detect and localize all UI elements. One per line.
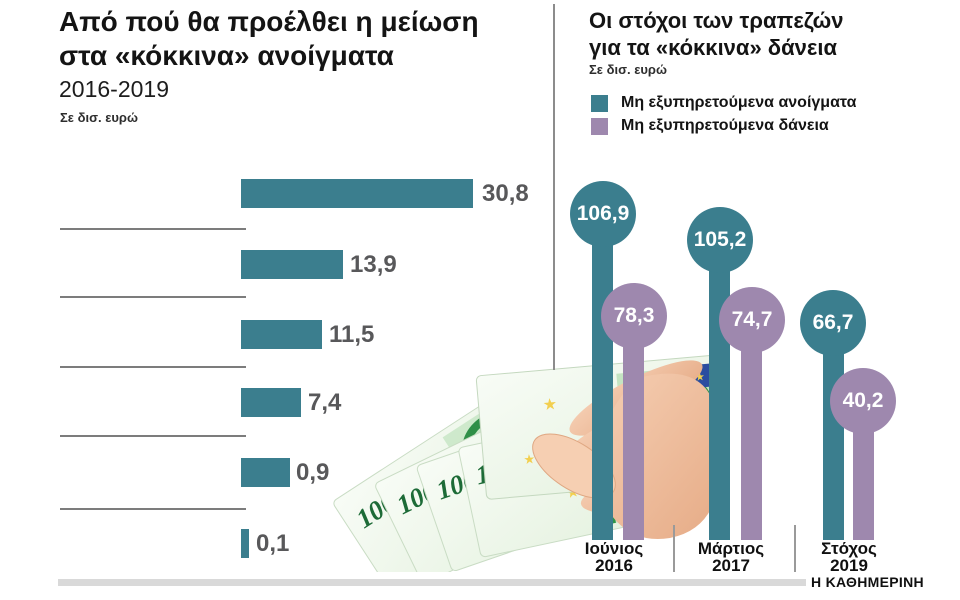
lollipop-bubble: 105,2 [687, 207, 753, 273]
lollipop-bubble: 78,3 [601, 283, 667, 349]
bubble-value: 78,3 [613, 304, 655, 327]
lollipop-bubble: 74,7 [719, 287, 785, 353]
left-chart-title-line2: στα «κόκκινα» ανοίγματα [59, 40, 394, 71]
legend-swatch-teal [591, 94, 608, 112]
left-chart-unit: Σε δισ. ευρώ [60, 110, 138, 125]
legend-item-exposures: Μη εξυπηρετούμενα ανοίγματα [591, 94, 856, 112]
section-divider [553, 4, 555, 370]
bar [241, 250, 343, 279]
lollipop-bubble: 40,2 [830, 368, 896, 434]
left-chart-title: Από πού θα προέλθει η μείωση στα «κόκκιν… [59, 5, 479, 73]
bar-value: 0,1 [256, 529, 290, 557]
lollipop-stem [853, 401, 874, 540]
bar [241, 458, 290, 487]
right-chart-unit: Σε δισ. ευρώ [589, 62, 667, 77]
axis-tick [673, 525, 675, 572]
svg-text:★: ★ [542, 396, 558, 414]
bar [241, 529, 249, 558]
bar-row: Λοιπές ενέργειες 0,9 [0, 458, 600, 487]
lollipop-bubble: 106,9 [570, 181, 636, 247]
right-chart-title-line2: για τα «κόκκινα» δάνεια [589, 35, 837, 60]
bar-row: Διαγραφές 13,9 [0, 250, 600, 279]
group-label: Στόχος 2019 [821, 539, 877, 575]
bar-row: Ρευστοποιήσεις 11,5 [0, 320, 600, 349]
lollipop-stem [623, 316, 644, 540]
separator-line [60, 228, 246, 230]
bubble-value: 105,2 [693, 228, 747, 251]
bar-value: 7,4 [308, 388, 342, 416]
separator-line [60, 435, 246, 437]
separator-line [60, 296, 246, 298]
axis-tick [794, 525, 796, 572]
bar-row: Αναταξινομημένα προς εξυπηρετούμενα 30,8 [0, 179, 600, 208]
bar-row: Ανταλλαγή χρέους με μετοχικό κεφάλαιο 0,… [0, 529, 600, 558]
bubble-value: 74,7 [731, 308, 773, 331]
bar-value: 30,8 [482, 179, 529, 207]
group-label: Μάρτιος 2017 [697, 539, 765, 575]
svg-text:★: ★ [523, 451, 536, 467]
separator-line [60, 366, 246, 368]
bar-value: 13,9 [350, 250, 397, 278]
bar-value: 11,5 [329, 320, 375, 348]
group-label: Ιούνιος 2016 [584, 539, 644, 575]
separator-line [60, 508, 246, 510]
brand-logo: Η ΚΑΘΗΜΕΡΙΝΗ [811, 574, 924, 590]
right-chart-title-line1: Οι στόχοι των τραπεζών [589, 8, 844, 33]
legend-label: Μη εξυπηρετούμενα δάνεια [621, 117, 829, 134]
bar [241, 388, 301, 417]
left-chart-title-line1: Από πού θα προέλθει η μείωση [59, 6, 479, 37]
bar-value: 0,9 [296, 458, 330, 486]
lollipop-bubble: 66,7 [800, 290, 866, 356]
svg-text:★: ★ [694, 371, 705, 384]
bubble-value: 40,2 [842, 389, 884, 412]
legend-label: Μη εξυπηρετούμενα ανοίγματα [621, 94, 857, 111]
bar [241, 320, 322, 349]
bar [241, 179, 473, 208]
left-chart-period: 2016-2019 [59, 76, 169, 102]
lollipop-stem [709, 240, 730, 540]
bar-row: Πωλήσεις 7,4 [0, 388, 600, 417]
right-chart-title: Οι στόχοι των τραπεζών για τα «κόκκινα» … [589, 7, 843, 61]
bubble-value: 106,9 [576, 202, 630, 225]
footer-rule [58, 579, 806, 586]
bubble-value: 66,7 [812, 311, 854, 334]
legend-item-loans: Μη εξυπηρετούμενα δάνεια [591, 117, 829, 135]
legend-swatch-purple [591, 117, 608, 135]
lollipop-stem [741, 320, 762, 540]
